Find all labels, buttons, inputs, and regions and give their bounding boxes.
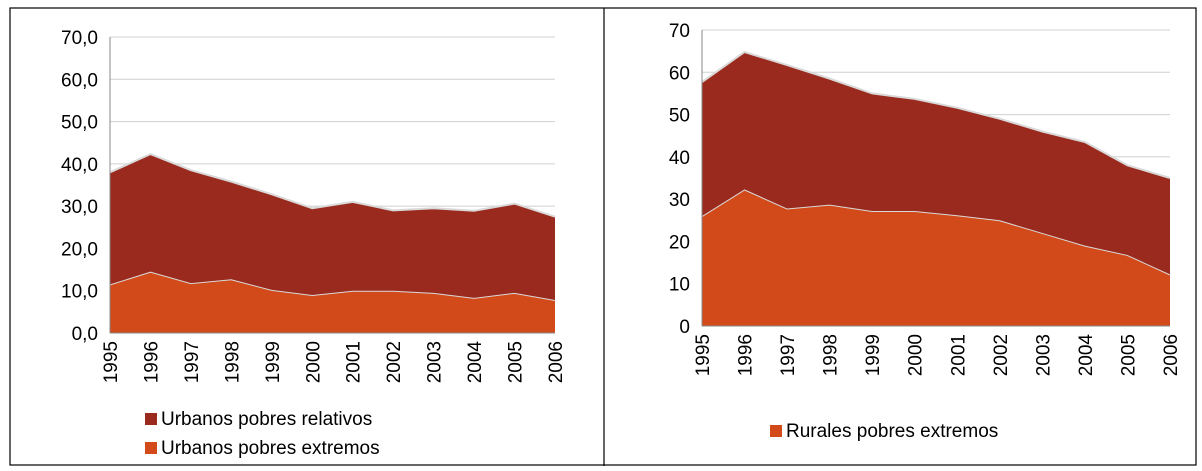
y-tick-label: 10 [669, 275, 690, 296]
x-tick-label: 2003 [1033, 334, 1054, 376]
x-tick-label: 1997 [778, 334, 799, 376]
x-tick-label: 2005 [1118, 334, 1139, 376]
x-tick-label: 2004 [465, 341, 486, 384]
x-tick-label: 2004 [1076, 334, 1097, 377]
x-tick-label: 2002 [384, 341, 405, 383]
y-tick-label: 0,0 [72, 324, 98, 345]
x-tick-label: 1999 [863, 334, 884, 376]
y-tick-label: 60,0 [61, 70, 98, 91]
y-tick-label: 10,0 [61, 282, 98, 303]
y-tick-label: 70,0 [61, 28, 98, 49]
x-tick-label: 1995 [693, 334, 714, 376]
x-tick-label: 1998 [821, 334, 842, 376]
area-edge [109, 153, 556, 218]
legend-swatch [770, 425, 782, 437]
x-tick-label: 2001 [344, 341, 365, 383]
x-tick-label: 1995 [101, 341, 122, 383]
x-tick-label: 2002 [991, 334, 1012, 376]
legend-label: Rurales pobres extremos [786, 421, 998, 442]
x-tick-label: 2006 [546, 341, 567, 383]
legend-label: Urbanos pobres extremos [161, 438, 380, 459]
y-tick-label: 40 [669, 148, 690, 169]
x-tick-label: 1996 [736, 334, 757, 376]
y-tick-label: 30 [669, 190, 690, 211]
y-tick-label: 0 [679, 317, 690, 338]
x-tick-label: 2001 [948, 334, 969, 376]
y-tick-label: 60 [669, 63, 690, 84]
area [702, 189, 1170, 326]
x-tick-label: 2003 [425, 341, 446, 383]
area [110, 271, 555, 333]
legend-swatch [145, 442, 157, 454]
y-tick-label: 40,0 [61, 155, 98, 176]
y-tick-label: 30,0 [61, 197, 98, 218]
frame [9, 7, 1197, 466]
y-tick-label: 20,0 [61, 239, 98, 260]
y-tick-label: 70 [669, 21, 690, 42]
x-tick-label: 2006 [1161, 334, 1182, 376]
x-tick-label: 1996 [141, 341, 162, 383]
y-tick-label: 50 [669, 106, 690, 127]
legend-label: Urbanos pobres relativos [161, 409, 372, 430]
area-edge [701, 50, 1171, 179]
x-tick-label: 2005 [506, 341, 527, 383]
x-tick-label: 2000 [303, 341, 324, 383]
y-tick-label: 20 [669, 232, 690, 253]
legend-swatch [145, 413, 157, 425]
x-tick-label: 2000 [906, 334, 927, 376]
area [702, 51, 1170, 275]
area [110, 154, 555, 301]
x-tick-label: 1998 [222, 341, 243, 383]
x-tick-label: 1997 [182, 341, 203, 383]
y-tick-label: 50,0 [61, 113, 98, 134]
x-tick-label: 1999 [263, 341, 284, 383]
